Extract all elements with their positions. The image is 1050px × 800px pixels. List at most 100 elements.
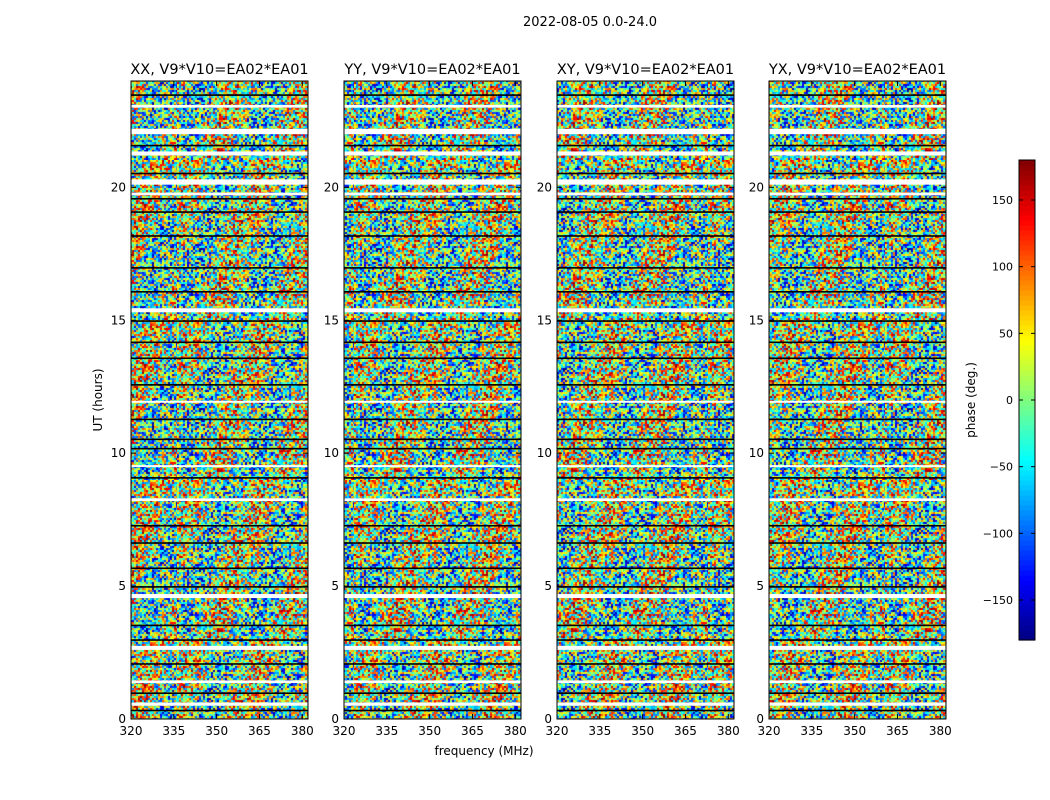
flagged-line — [131, 692, 308, 695]
colorbar-segment — [1019, 245, 1035, 251]
colorbar-segment — [1019, 185, 1035, 191]
colorbar-segment — [1019, 320, 1035, 326]
flagged-gap — [769, 104, 946, 108]
flagged-gap — [557, 192, 734, 196]
y-tick-label: 15 — [111, 313, 126, 327]
flagged-gap — [344, 594, 521, 599]
colorbar-segment — [1019, 530, 1035, 536]
flagged-gap — [557, 400, 734, 403]
y-tick-label: 10 — [111, 446, 126, 460]
y-tick-label: 20 — [537, 180, 552, 194]
flagged-line — [131, 291, 308, 293]
flagged-gap — [557, 702, 734, 706]
colorbar-segment — [1019, 270, 1035, 276]
colorbar-segment — [1019, 485, 1035, 491]
colorbar-segment — [1019, 400, 1035, 406]
flagged-gap — [557, 308, 734, 313]
colorbar-segment — [1019, 310, 1035, 316]
colorbar-segment — [1019, 355, 1035, 361]
colorbar-segment — [1019, 425, 1035, 431]
flagged-line — [769, 357, 946, 360]
flagged-line — [131, 235, 308, 237]
colorbar-tick-label: −50 — [990, 461, 1013, 474]
flagged-gap — [769, 128, 946, 135]
flagged-line — [557, 320, 734, 322]
flagged-gap — [344, 645, 521, 650]
colorbar-segment — [1019, 475, 1035, 481]
y-tick-label: 5 — [756, 579, 764, 593]
flagged-line — [769, 197, 946, 200]
x-tick-label: 350 — [205, 724, 228, 738]
x-tick-label: 320 — [546, 724, 569, 738]
phase-heatmap — [769, 81, 946, 719]
flagged-gap — [557, 104, 734, 108]
x-tick-label: 365 — [461, 724, 484, 738]
y-tick-label: 5 — [118, 579, 126, 593]
colorbar-segment — [1019, 290, 1035, 296]
colorbar-segment — [1019, 240, 1035, 246]
flagged-line — [769, 624, 946, 627]
flagged-gap — [769, 702, 946, 706]
colorbar-segment — [1019, 520, 1035, 526]
flagged-line — [769, 94, 946, 96]
colorbar-segment — [1019, 605, 1035, 611]
flagged-line — [131, 94, 308, 96]
colorbar-segment — [1019, 365, 1035, 371]
colorbar-segment — [1019, 305, 1035, 311]
x-tick-label: 380 — [717, 724, 740, 738]
flagged-gap — [131, 498, 308, 502]
flagged-line — [557, 709, 734, 712]
flagged-line — [557, 144, 734, 147]
flagged-line — [557, 211, 734, 213]
flagged-line — [131, 524, 308, 527]
colorbar-segment — [1019, 435, 1035, 441]
y-tick-label: 0 — [544, 712, 552, 726]
flagged-gap — [769, 594, 946, 599]
colorbar-segment — [1019, 625, 1035, 631]
flagged-line — [769, 211, 946, 213]
y-tick-label: 20 — [749, 180, 764, 194]
colorbar-segment — [1019, 545, 1035, 551]
flagged-line — [557, 586, 734, 588]
colorbar-tick-label: −150 — [983, 594, 1013, 607]
flagged-line — [769, 320, 946, 322]
colorbar-segment — [1019, 540, 1035, 546]
y-tick-label: 15 — [324, 313, 339, 327]
colorbar-segment — [1019, 370, 1035, 376]
flagged-line — [344, 418, 521, 421]
panel-title: YY, V9*V10=EA02*EA01 — [343, 62, 520, 78]
colorbar-segment — [1019, 260, 1035, 266]
flagged-line — [557, 291, 734, 293]
colorbar-segment — [1019, 250, 1035, 256]
flagged-line — [131, 542, 308, 544]
flagged-line — [344, 291, 521, 293]
flagged-gap — [557, 645, 734, 650]
flagged-gap — [557, 594, 734, 599]
flagged-line — [344, 144, 521, 147]
flagged-line — [344, 692, 521, 695]
flagged-line — [557, 384, 734, 386]
y-tick-label: 20 — [324, 180, 339, 194]
colorbar-segment — [1019, 195, 1035, 201]
colorbar-segment — [1019, 385, 1035, 391]
flagged-gap — [344, 104, 521, 108]
flagged-line — [769, 477, 946, 479]
flagged-gap — [344, 498, 521, 502]
flagged-gap — [131, 594, 308, 599]
panel-title: XY, V9*V10=EA02*EA01 — [557, 62, 734, 78]
flagged-line — [769, 639, 946, 641]
colorbar-tick-label: −100 — [983, 527, 1013, 540]
flagged-line — [769, 438, 946, 441]
colorbar-segment — [1019, 500, 1035, 506]
colorbar-segment — [1019, 325, 1035, 331]
flagged-line — [769, 341, 946, 344]
colorbar-segment — [1019, 505, 1035, 511]
flagged-line — [131, 357, 308, 360]
flagged-line — [557, 524, 734, 527]
colorbar-segment — [1019, 460, 1035, 466]
flagged-line — [131, 384, 308, 386]
colorbar-segment — [1019, 580, 1035, 586]
x-tick-label: 320 — [333, 724, 356, 738]
flagged-gap — [769, 308, 946, 313]
flagged-line — [769, 567, 946, 570]
